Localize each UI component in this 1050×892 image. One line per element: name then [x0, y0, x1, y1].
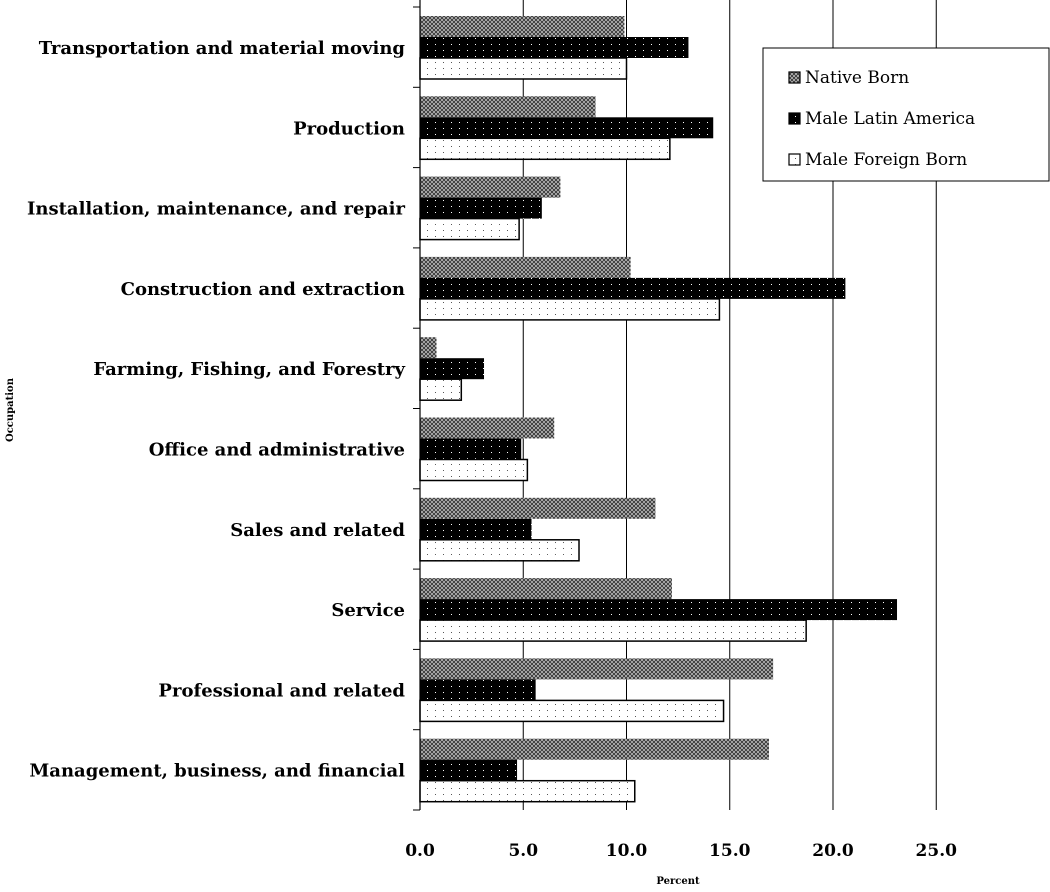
legend-box — [762, 47, 1050, 182]
category-label-5: Office and administrative — [149, 440, 405, 461]
bar-male-foreign-born-6 — [419, 539, 580, 562]
bar-male-foreign-born-3 — [419, 298, 721, 321]
category-label-3: Construction and extraction — [121, 279, 405, 300]
bar-native-born-4 — [420, 337, 437, 359]
bar-male-latin-america-4 — [420, 358, 485, 380]
bar-native-born-6 — [420, 497, 656, 519]
category-label-8: Professional and related — [158, 680, 405, 701]
x-tick-labels: 0.0 5.0 10.0 15.0 20.0 25.0 — [405, 841, 957, 861]
legend-male-latin-america-swatch — [788, 112, 801, 125]
x-tick-label-0: 0.0 — [405, 841, 435, 861]
bar-native-born-8 — [420, 658, 774, 680]
x-tick-label-1: 5.0 — [508, 841, 538, 861]
bar-male-foreign-born-8 — [419, 699, 725, 723]
bar-native-born-3 — [420, 256, 631, 278]
bar-male-latin-america-8 — [420, 679, 536, 701]
bar-male-latin-america-0 — [420, 37, 689, 58]
bar-male-latin-america-9 — [420, 759, 518, 781]
category-label-4: Farming, Fishing, and Forestry — [93, 359, 405, 380]
bar-male-foreign-born-0 — [419, 57, 628, 80]
bar-male-foreign-born-1 — [419, 137, 671, 161]
category-label-2: Installation, maintenance, and repair — [27, 199, 406, 220]
bar-native-born-0 — [420, 16, 625, 37]
x-tick-label-3: 15.0 — [709, 841, 751, 861]
legend-native-born-label: Native Born — [805, 68, 909, 88]
legend: Native Born Male Latin America Male Foreig… — [762, 47, 1050, 182]
x-tick-label-2: 10.0 — [606, 841, 648, 861]
legend-native-born-swatch — [788, 71, 801, 84]
bar-male-foreign-born-7 — [419, 619, 807, 642]
bar-native-born-1 — [420, 96, 596, 118]
bar-male-foreign-born-4 — [419, 378, 463, 401]
legend-male-latin-america-label: Male Latin America — [805, 109, 975, 129]
bar-male-latin-america-6 — [420, 518, 532, 540]
legend-male-foreign-born-swatch — [788, 153, 801, 166]
category-labels: Transportation and material moving Produc… — [27, 38, 406, 782]
x-tick-label-4: 20.0 — [812, 841, 854, 861]
bar-male-foreign-born-2 — [419, 217, 520, 241]
bars-layer — [419, 16, 898, 803]
bar-male-latin-america-1 — [420, 117, 714, 139]
category-label-9: Management, business, and financial — [29, 761, 405, 782]
bar-male-latin-america-3 — [420, 277, 846, 299]
bar-male-latin-america-2 — [420, 197, 542, 219]
bar-native-born-2 — [420, 176, 561, 198]
category-label-7: Service — [331, 600, 405, 621]
bar-male-foreign-born-9 — [419, 779, 636, 803]
legend-male-foreign-born-label: Male Foreign Born — [805, 150, 967, 170]
x-tick-label-5: 25.0 — [916, 841, 958, 861]
bar-native-born-9 — [420, 738, 769, 760]
bar-male-foreign-born-5 — [419, 458, 529, 482]
bar-male-latin-america-5 — [420, 438, 522, 460]
y-axis-title: Occupation — [5, 377, 16, 442]
y-axis-tick-marks — [413, 6, 420, 811]
category-label-1: Production — [293, 118, 405, 139]
x-axis-title: Percent — [656, 876, 700, 887]
bar-male-latin-america-7 — [420, 599, 898, 621]
category-label-6: Sales and related — [230, 520, 405, 541]
bar-native-born-5 — [420, 417, 555, 439]
bar-native-born-7 — [420, 578, 672, 600]
category-label-0: Transportation and material moving — [39, 38, 406, 59]
